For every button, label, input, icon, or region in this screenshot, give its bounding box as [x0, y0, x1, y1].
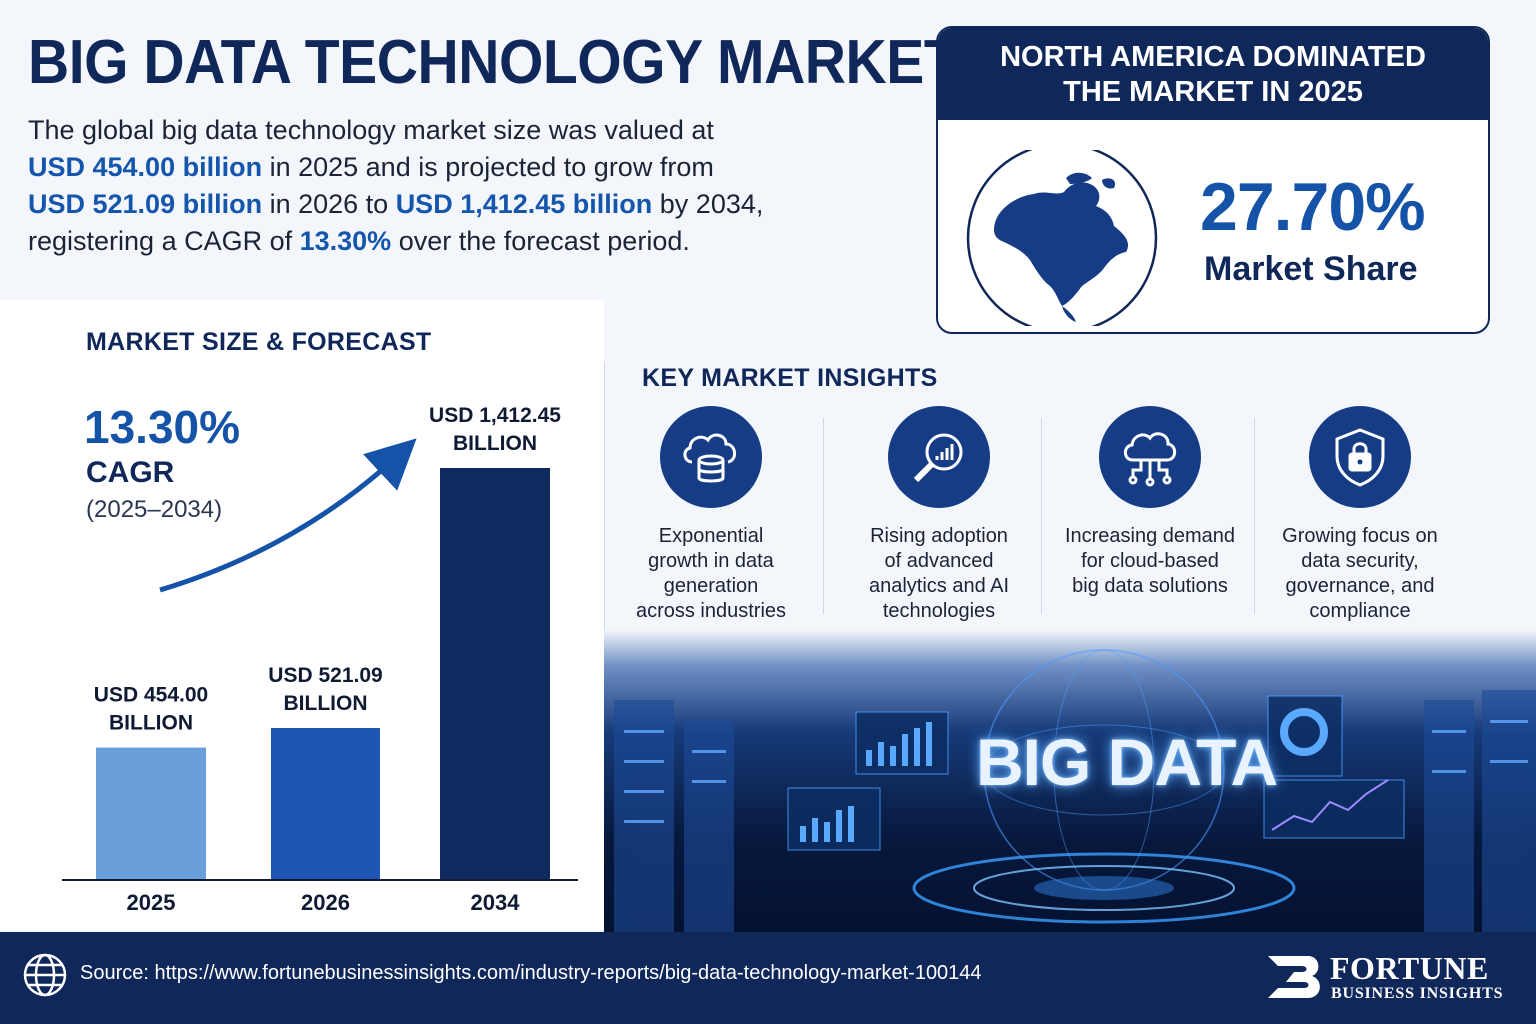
- cagr-label: CAGR: [86, 456, 175, 489]
- insight-line: Increasing demand: [1064, 525, 1236, 547]
- intro-value-2034: USD 1,412.45 billion: [395, 189, 653, 219]
- region-heading-line: THE MARKET IN 2025: [1063, 76, 1363, 108]
- insight-line: of advanced: [884, 550, 994, 572]
- intro-paragraph: The global big data technology market si…: [28, 112, 808, 260]
- bar-value-label: BILLION: [453, 432, 537, 455]
- insight-line: Exponential: [658, 525, 764, 547]
- insight-separator: [1041, 418, 1042, 614]
- globe-icon: [23, 953, 67, 997]
- bar-value-label: BILLION: [284, 692, 368, 715]
- bar-value-label: USD 1,412.45: [429, 404, 561, 427]
- insight-line: technologies: [882, 600, 996, 622]
- intro-text: The global big data technology market si…: [28, 115, 714, 145]
- north-america-globe-icon: [966, 150, 1158, 326]
- bar-2025: [96, 747, 206, 880]
- insights-heading: KEY MARKET INSIGHTS: [642, 364, 938, 392]
- region-heading: NORTH AMERICA DOMINATED THE MARKET IN 20…: [938, 28, 1488, 120]
- source-link[interactable]: Source: https://www.fortunebusinessinsig…: [80, 962, 982, 984]
- server-rack-icon: [614, 690, 1536, 932]
- x-tick-label: 2026: [301, 890, 350, 915]
- intro-text: over the forecast period.: [391, 226, 690, 256]
- insight-item: Exponential growth in data generation ac…: [604, 406, 818, 624]
- cagr-period: (2025–2034): [86, 496, 223, 523]
- insight-line: compliance: [1309, 600, 1411, 622]
- intro-text: registering a CAGR of: [28, 226, 300, 256]
- page-title: BIG DATA TECHNOLOGY MARKET: [28, 28, 959, 97]
- bar-value-label: USD 521.09: [268, 664, 382, 687]
- insight-line: governance, and: [1285, 575, 1435, 597]
- insight-item: Growing focus on data security, governan…: [1253, 406, 1467, 624]
- intro-text: by 2034,: [652, 189, 764, 219]
- magnifier-chart-icon: [888, 406, 990, 508]
- cloud-network-icon: [1099, 406, 1201, 508]
- insight-separator: [823, 418, 824, 614]
- insight-text: Increasing demand for cloud-based big da…: [1043, 524, 1257, 599]
- insight-line: across industries: [635, 600, 787, 622]
- insight-item: Rising adoption of advanced analytics an…: [832, 406, 1046, 624]
- intro-text: in 2025 and is projected to grow from: [262, 152, 714, 182]
- insight-line: generation: [663, 575, 759, 597]
- intro-value-2026: USD 521.09 billion: [28, 189, 263, 219]
- growth-arrow: [159, 438, 417, 593]
- intro-cagr: 13.30%: [299, 226, 392, 256]
- insight-text: Exponential growth in data generation ac…: [604, 524, 818, 624]
- cagr-value: 13.30%: [84, 401, 241, 453]
- big-data-illustration: [604, 630, 1536, 932]
- dashboard-panel-icon: [787, 695, 1405, 851]
- insight-text: Rising adoption of advanced analytics an…: [832, 524, 1046, 624]
- insight-line: for cloud-based: [1081, 550, 1219, 572]
- big-data-text: BIG DATA: [976, 725, 1278, 799]
- region-card: NORTH AMERICA DOMINATED THE MARKET IN 20…: [936, 26, 1490, 334]
- logo-name: FORTUNE: [1330, 950, 1489, 986]
- logo-subtitle: BUSINESS INSIGHTS: [1331, 985, 1504, 1002]
- insight-item: Increasing demand for cloud-based big da…: [1043, 406, 1257, 599]
- bar-value-label: BILLION: [109, 712, 193, 735]
- insight-separator: [1254, 418, 1255, 614]
- insight-line: growth in data: [648, 550, 774, 572]
- section-divider: [604, 362, 605, 632]
- insight-line: Rising adoption: [870, 525, 1008, 547]
- region-share-value: 27.70%: [1200, 169, 1426, 245]
- bar-2034: [440, 468, 550, 880]
- x-tick-label: 2034: [471, 890, 521, 915]
- chart-heading: MARKET SIZE & FORECAST: [86, 328, 432, 356]
- intro-value-2025: USD 454.00 billion: [28, 152, 263, 182]
- intro-text: in 2026 to: [262, 189, 396, 219]
- region-heading-line: NORTH AMERICA DOMINATED: [1000, 41, 1426, 73]
- bar-value-label: USD 454.00: [94, 684, 208, 707]
- insight-line: data security,: [1301, 550, 1419, 572]
- region-share-label: Market Share: [1204, 250, 1418, 288]
- insight-text: Growing focus on data security, governan…: [1253, 524, 1467, 624]
- cloud-database-icon: [660, 406, 762, 508]
- insight-line: big data solutions: [1072, 575, 1228, 597]
- x-tick-label: 2025: [127, 890, 176, 915]
- footer-bar: [0, 932, 1536, 1024]
- bar-2026: [271, 728, 380, 880]
- insight-line: Growing focus on: [1282, 525, 1438, 547]
- fortune-logo-icon: [1268, 956, 1320, 998]
- shield-lock-icon: [1309, 406, 1411, 508]
- market-size-chart: USD 454.00 BILLION 2025 USD 521.09 BILLION 20…: [62, 404, 578, 915]
- insight-line: analytics and AI: [868, 575, 1010, 597]
